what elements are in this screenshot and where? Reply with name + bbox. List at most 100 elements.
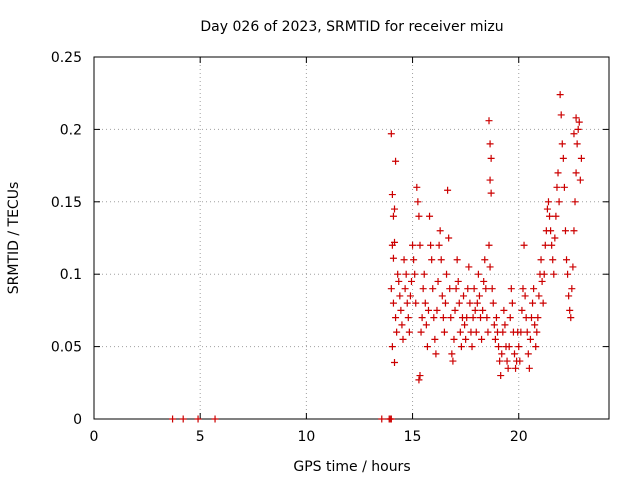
data-point [450, 335, 458, 343]
data-point [194, 415, 202, 423]
data-point [570, 130, 578, 138]
data-point [391, 359, 399, 367]
data-point [435, 241, 443, 249]
points-layer [169, 91, 585, 423]
x-tick-label: 0 [90, 429, 99, 445]
data-point [431, 335, 439, 343]
data-point [402, 270, 410, 278]
data-point [550, 270, 558, 278]
data-point [457, 343, 465, 351]
data-point [468, 343, 476, 351]
data-point [499, 328, 507, 336]
data-point [388, 191, 396, 199]
data-point [535, 292, 543, 300]
data-point [480, 277, 488, 285]
data-point [544, 198, 552, 206]
data-point [523, 328, 531, 336]
x-axis-label: GPS time / hours [293, 459, 410, 475]
chart-title: Day 026 of 2023, SRMTID for receiver miz… [200, 19, 503, 35]
data-point [410, 256, 418, 264]
x-tick-label: 10 [297, 429, 315, 445]
data-point [552, 212, 560, 220]
y-tick-label: 0.15 [51, 195, 82, 211]
y-tick-label: 0.05 [51, 340, 82, 356]
data-point [454, 277, 462, 285]
data-point [434, 277, 442, 285]
data-point [460, 292, 468, 300]
data-point [481, 256, 489, 264]
data-point [474, 270, 482, 278]
data-point [501, 321, 509, 329]
data-point [389, 212, 397, 220]
data-point [486, 140, 494, 148]
data-point [409, 241, 417, 249]
data-point [438, 292, 446, 300]
data-point [547, 227, 555, 235]
data-point [539, 299, 547, 307]
data-point [169, 415, 177, 423]
data-point [428, 256, 436, 264]
data-point [392, 314, 400, 322]
data-point [416, 372, 424, 380]
data-point [572, 169, 580, 177]
data-point [507, 285, 515, 293]
data-point [541, 241, 549, 249]
data-point [569, 263, 577, 271]
x-tick-label: 15 [404, 429, 422, 445]
grid-layer [94, 57, 609, 419]
data-point [443, 270, 451, 278]
data-point [419, 285, 427, 293]
y-tick-label: 0.2 [60, 122, 82, 138]
data-point [429, 285, 437, 293]
data-point [575, 118, 583, 126]
data-point [446, 285, 454, 293]
data-point [397, 306, 405, 314]
data-point [465, 263, 473, 271]
data-point [401, 285, 409, 293]
data-point [497, 372, 505, 380]
x-tick-label: 20 [510, 429, 528, 445]
data-point [490, 321, 498, 329]
data-point [556, 91, 564, 99]
data-point [421, 299, 429, 307]
data-point [508, 299, 516, 307]
data-point [455, 299, 463, 307]
data-point [527, 314, 535, 322]
data-point [486, 263, 494, 271]
data-point [492, 314, 500, 322]
data-point [420, 270, 428, 278]
data-point [553, 183, 561, 191]
data-point [543, 205, 551, 213]
data-point [427, 241, 435, 249]
data-point [549, 256, 557, 264]
data-point [387, 285, 395, 293]
data-point [540, 270, 548, 278]
data-point [487, 189, 495, 197]
data-point [524, 350, 532, 358]
data-point [445, 234, 453, 242]
data-point [462, 335, 470, 343]
data-point [517, 328, 525, 336]
y-tick-label: 0.25 [51, 50, 82, 66]
data-point [485, 241, 493, 249]
data-point [400, 256, 408, 264]
data-point [551, 234, 559, 242]
data-point [565, 292, 573, 300]
data-point [412, 299, 420, 307]
data-point [482, 285, 490, 293]
data-point [525, 364, 533, 372]
data-point [441, 299, 449, 307]
data-point [505, 343, 513, 351]
data-point [573, 140, 581, 148]
data-point [433, 306, 441, 314]
data-point [529, 299, 537, 307]
data-point [447, 314, 455, 322]
data-point [405, 328, 413, 336]
plot-frame [93, 56, 610, 420]
data-point [404, 314, 412, 322]
data-point [473, 299, 481, 307]
data-point [430, 314, 438, 322]
data-point [486, 176, 494, 184]
data-point [512, 364, 520, 372]
data-point [394, 270, 402, 278]
